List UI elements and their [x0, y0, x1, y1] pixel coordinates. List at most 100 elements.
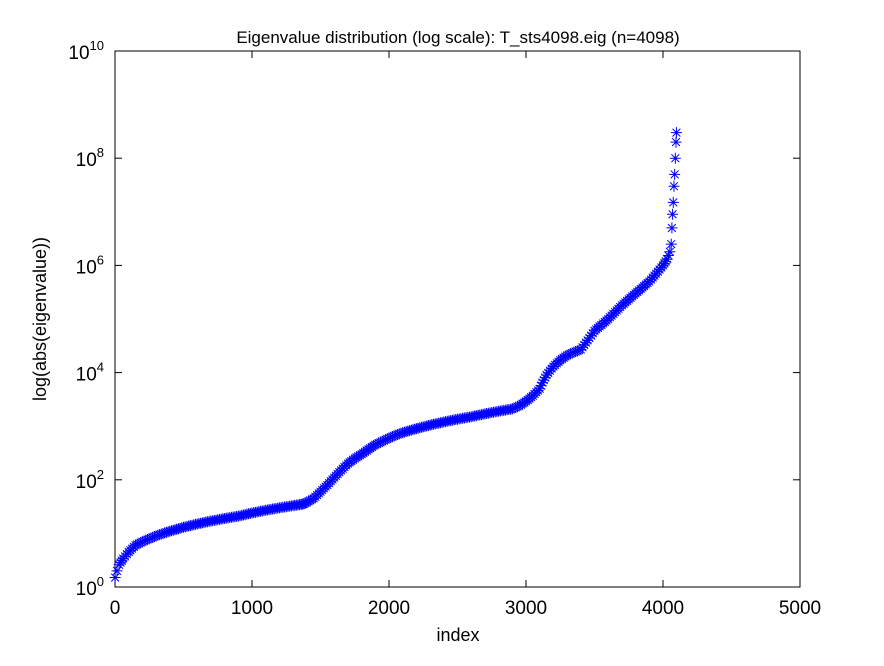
data-point [133, 537, 145, 549]
data-point [511, 401, 523, 413]
data-point [143, 533, 155, 545]
data-point [131, 538, 143, 550]
data-point [145, 532, 157, 544]
data-point [142, 534, 154, 546]
y-tick-label: 108 [76, 145, 104, 171]
data-point [373, 437, 385, 449]
data-point [570, 346, 582, 358]
data-point [303, 495, 315, 507]
data-point [395, 427, 407, 439]
data-point [113, 559, 125, 571]
data-point [566, 347, 578, 359]
data-point [301, 496, 313, 508]
y-tick-base: 10 [76, 365, 97, 386]
data-point [561, 349, 573, 361]
data-point [667, 208, 679, 220]
data-point [390, 429, 402, 441]
y-tick-exponent: 6 [97, 252, 104, 267]
data-point [140, 534, 152, 546]
data-point [385, 431, 397, 443]
data-point [568, 346, 580, 358]
data-point [148, 531, 160, 543]
data-point [664, 246, 676, 258]
data-point [304, 494, 316, 506]
data-point [138, 535, 150, 547]
data-point [378, 435, 390, 447]
y-tick-exponent: 8 [97, 145, 104, 160]
data-point [565, 348, 577, 360]
data-point [536, 377, 548, 389]
data-point [135, 537, 147, 549]
data-point [380, 434, 392, 446]
data-point [147, 531, 159, 543]
y-tick-base: 10 [76, 579, 97, 600]
data-point [114, 557, 126, 569]
data-point [162, 526, 174, 538]
data-point [571, 345, 583, 357]
data-point [392, 429, 404, 441]
data-point [534, 383, 546, 395]
x-tick-label: 2000 [368, 598, 410, 619]
y-tick-base: 10 [76, 257, 97, 278]
y-tick-exponent: 2 [97, 467, 104, 482]
x-axis-label: index [436, 625, 479, 645]
y-tick-label: 106 [76, 252, 104, 278]
y-tick-base: 10 [76, 150, 97, 171]
data-point [306, 493, 318, 505]
data-point [667, 196, 679, 208]
data-series [109, 127, 682, 584]
data-point [299, 497, 311, 509]
y-tick-exponent: 0 [97, 574, 104, 589]
data-point [160, 526, 172, 538]
data-point [662, 250, 674, 262]
data-point [539, 372, 551, 384]
x-axis-ticks: 0 1000 2000 3000 4000 5000 [110, 51, 821, 619]
x-tick-label: 0 [110, 598, 121, 619]
x-tick-label: 3000 [505, 598, 547, 619]
data-point [388, 430, 400, 442]
data-point [116, 555, 128, 567]
data-point [150, 530, 162, 542]
data-point [538, 374, 550, 386]
y-tick-label: 102 [76, 467, 104, 493]
data-point [669, 152, 681, 164]
data-point [383, 432, 395, 444]
data-point [154, 529, 166, 541]
data-point [130, 539, 142, 551]
data-point [668, 180, 680, 192]
data-point [661, 253, 673, 265]
data-point [506, 403, 518, 415]
data-point [563, 349, 575, 361]
data-point [155, 528, 167, 540]
x-tick-label: 1000 [231, 598, 273, 619]
data-point [669, 168, 681, 180]
plot-area [114, 50, 801, 588]
data-point [152, 529, 164, 541]
y-tick-exponent: 10 [90, 38, 104, 53]
data-point [159, 527, 171, 539]
chart-title: Eigenvalue distribution (log scale): T_s… [236, 28, 679, 47]
y-tick-label: 104 [76, 360, 104, 386]
data-point [670, 127, 682, 139]
data-point [393, 428, 405, 440]
data-point [297, 498, 309, 510]
data-point [670, 136, 682, 148]
data-point [535, 380, 547, 392]
y-tick-base: 10 [68, 43, 89, 64]
data-point [386, 431, 398, 443]
data-point [510, 401, 522, 413]
y-axis-label: log(abs(eigenvalue)) [30, 237, 50, 401]
data-point [109, 572, 121, 584]
data-point [157, 528, 169, 540]
y-tick-base: 10 [76, 472, 97, 493]
data-point [298, 498, 310, 510]
data-point [111, 565, 123, 577]
data-point [376, 435, 388, 447]
data-point [666, 222, 678, 234]
data-point [665, 238, 677, 250]
data-point [374, 436, 386, 448]
data-point [508, 402, 520, 414]
